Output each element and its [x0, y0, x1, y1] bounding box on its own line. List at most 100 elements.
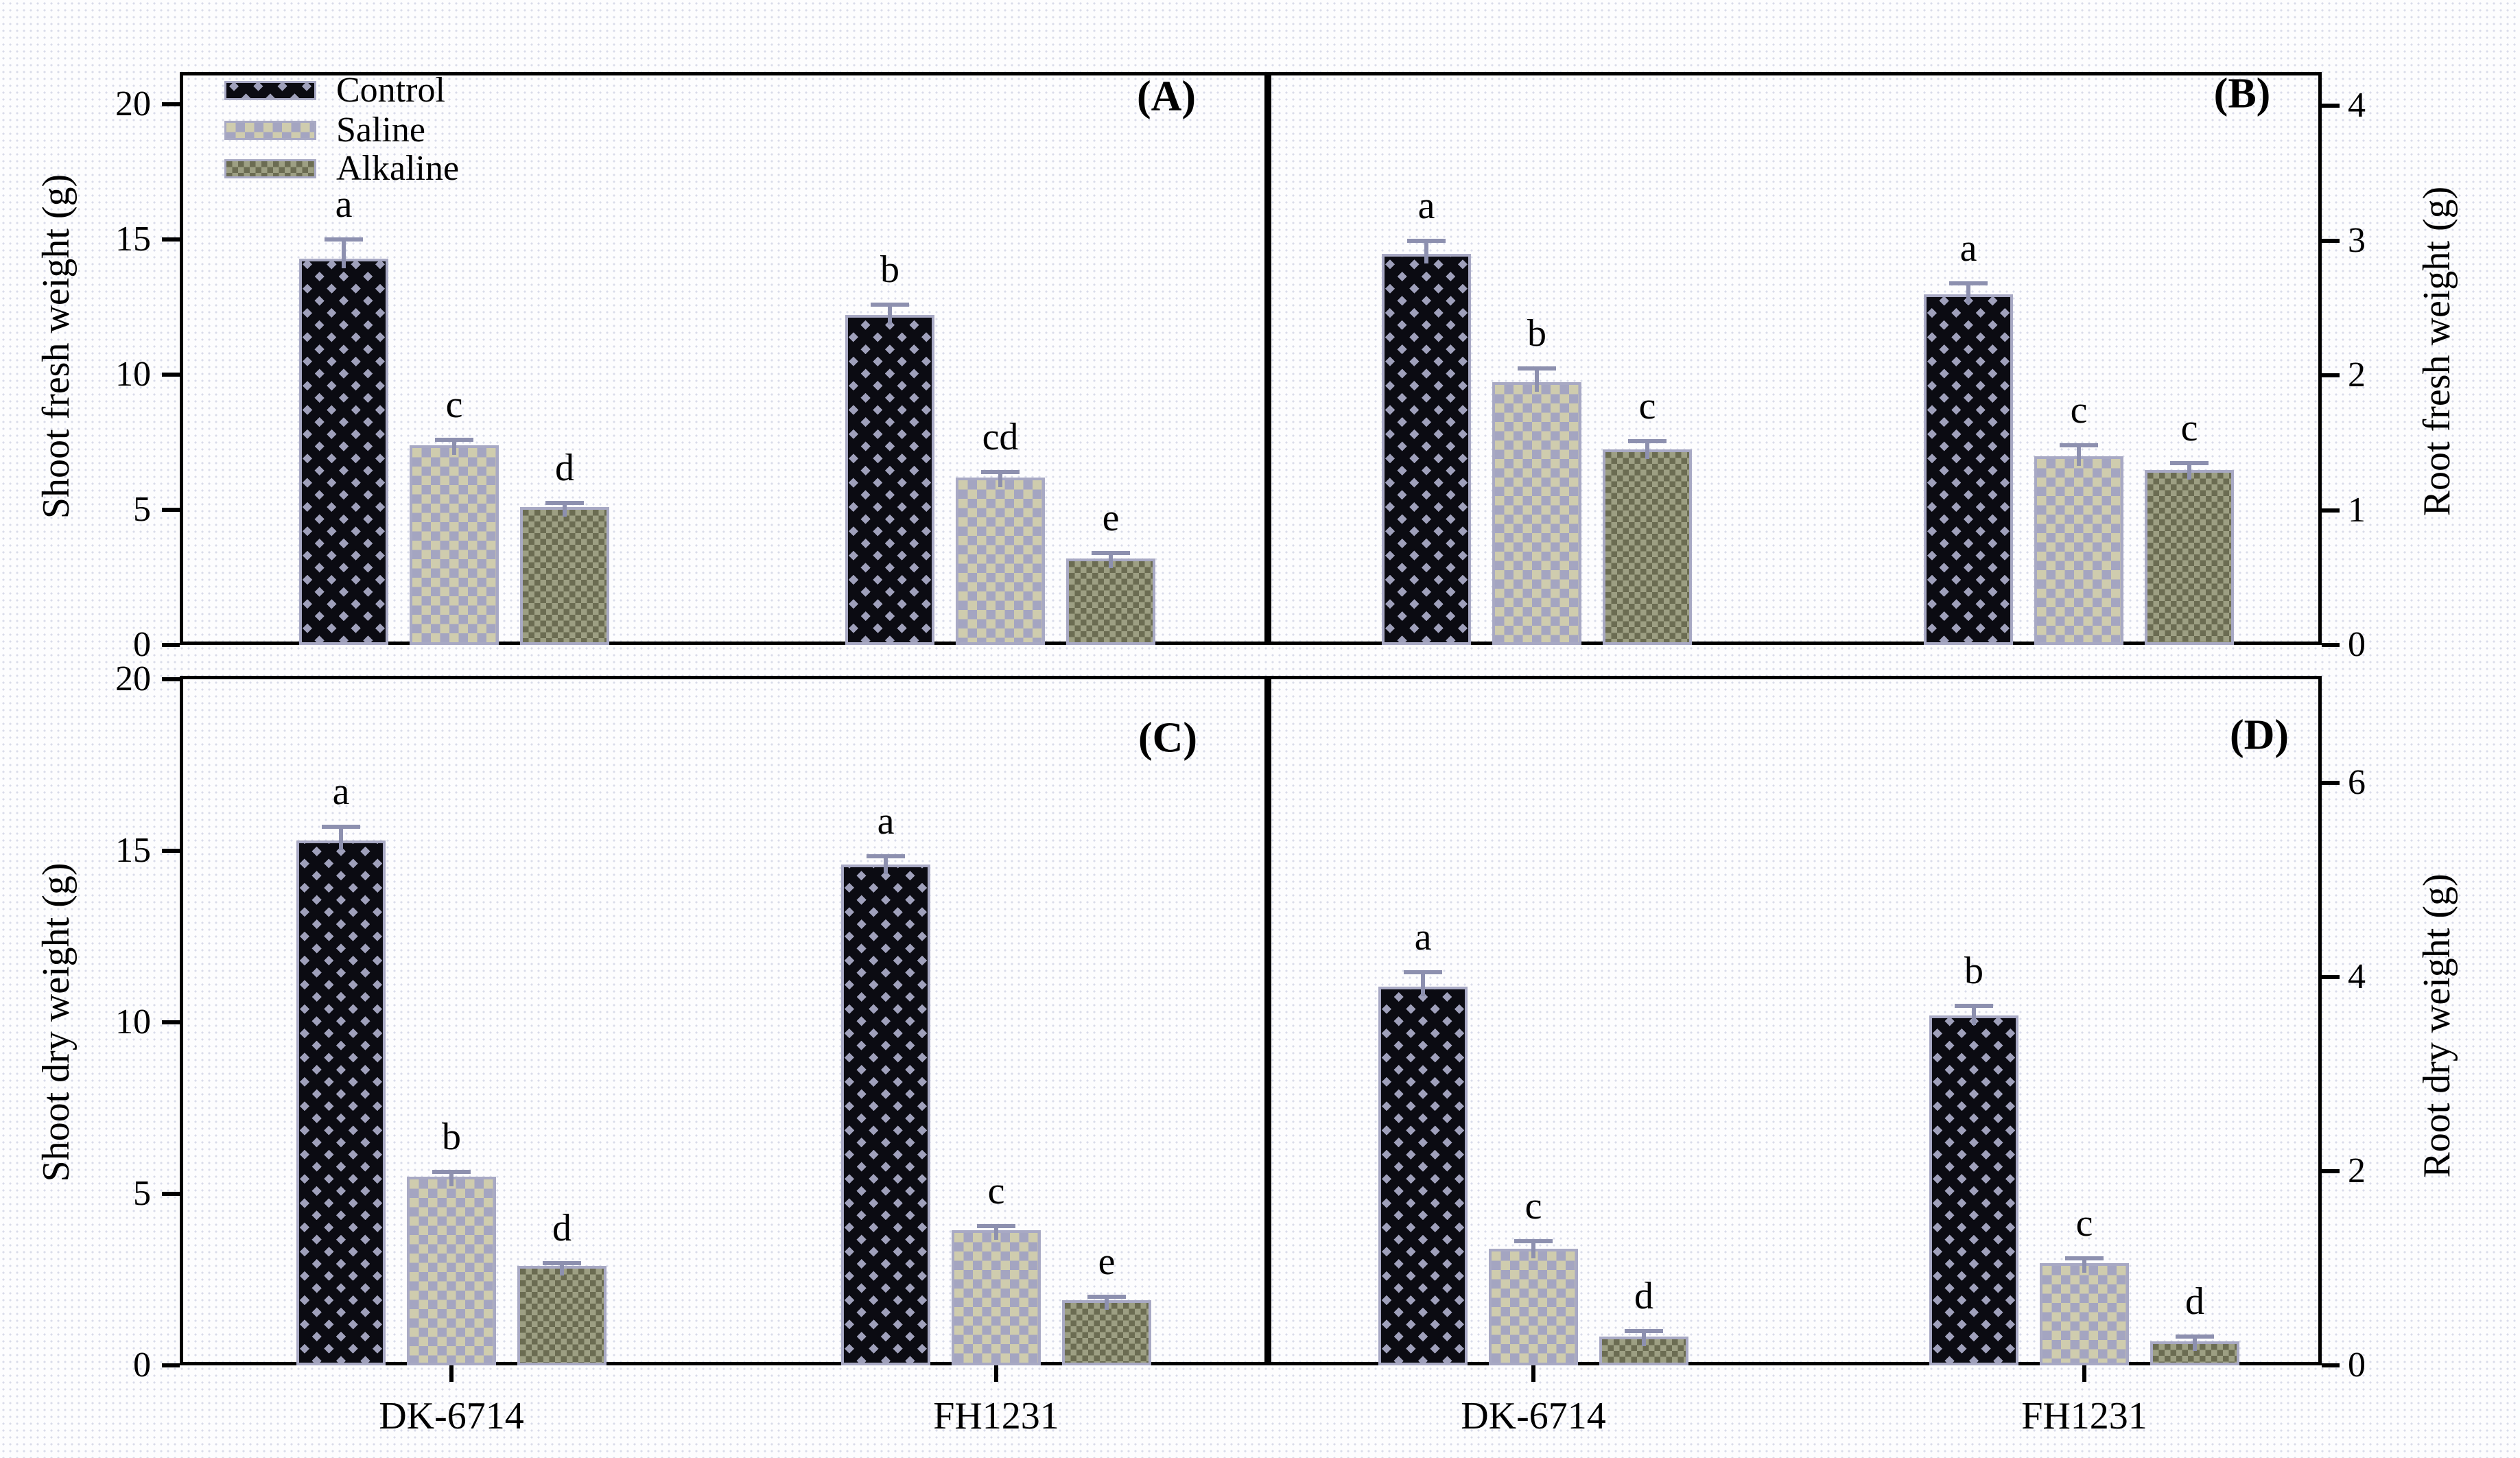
- error-bar-cap: [1407, 238, 1446, 243]
- bar-saline-DK-6714: [1489, 1249, 1578, 1365]
- y-tick-label: 15: [115, 220, 151, 259]
- bar-alkaline-DK-6714: [517, 1266, 607, 1365]
- significance-letter: e: [1098, 1241, 1116, 1283]
- bar-alkaline-DK-6714: [1603, 449, 1692, 645]
- error-bar-cap: [432, 1169, 471, 1174]
- error-bar-stem: [2193, 1336, 2197, 1351]
- significance-letter: c: [1524, 1184, 1542, 1227]
- legend-label-control: Control: [336, 71, 445, 110]
- error-bar-stem: [888, 304, 892, 325]
- bar-saline-DK-6714: [1492, 381, 1581, 645]
- panel-C-frame: [180, 676, 1268, 1365]
- error-bar-cap: [1087, 1295, 1126, 1299]
- significance-letter: c: [2075, 1202, 2093, 1245]
- bar-alkaline-FH1231: [1062, 1300, 1151, 1365]
- error-bar-stem: [342, 239, 346, 268]
- error-bar-cap: [2176, 1334, 2214, 1339]
- error-bar-stem: [2077, 445, 2081, 466]
- x-axis-label: DK-6714: [1461, 1395, 1606, 1437]
- y-tick-label: 20: [115, 659, 151, 698]
- error-bar-stem: [452, 439, 456, 455]
- error-bar-stem: [339, 827, 343, 850]
- error-bar-stem: [1642, 1331, 1646, 1346]
- y-tick-mark: [2322, 1363, 2340, 1367]
- y-tick-label: 5: [133, 1174, 151, 1213]
- y-tick-label: 0: [133, 625, 151, 664]
- bar-control-FH1231: [841, 865, 930, 1365]
- y-tick-mark: [2322, 1168, 2340, 1173]
- x-tick-mark: [449, 1365, 454, 1382]
- error-bar-stem: [1421, 972, 1425, 996]
- y-tick-label: 2: [2348, 1151, 2366, 1190]
- y-tick-mark: [2322, 238, 2340, 243]
- error-bar-cap: [543, 1261, 581, 1265]
- significance-letter: d: [1634, 1275, 1653, 1318]
- error-bar-stem: [1535, 368, 1539, 392]
- error-bar-cap: [2170, 460, 2209, 465]
- y-tick-label: 10: [115, 355, 151, 395]
- error-bar-cap: [1092, 551, 1130, 556]
- legend-swatch-saline: [224, 121, 316, 140]
- significance-letter: a: [332, 771, 350, 813]
- error-bar-stem: [2187, 462, 2191, 480]
- panel-D-frame: [1268, 676, 2322, 1365]
- error-bar-cap: [1404, 969, 1442, 974]
- y-tick-mark: [2322, 780, 2340, 785]
- significance-letter: a: [1417, 184, 1435, 227]
- y-tick-mark: [2322, 508, 2340, 513]
- y-tick-mark: [162, 237, 180, 242]
- error-bar-stem: [1531, 1241, 1535, 1259]
- significance-letter: a: [1959, 227, 1977, 270]
- bar-saline-FH1231: [2034, 456, 2123, 645]
- y-tick-label: 6: [2348, 762, 2366, 802]
- bar-saline-FH1231: [956, 477, 1045, 645]
- y-tick-mark: [2322, 104, 2340, 108]
- y-tick-mark: [162, 643, 180, 647]
- y-tick-label: 10: [115, 1002, 151, 1042]
- bar-saline-FH1231: [2040, 1263, 2129, 1365]
- y-tick-mark: [162, 1363, 180, 1367]
- significance-letter: a: [335, 183, 353, 226]
- significance-letter: b: [1527, 312, 1546, 355]
- x-axis-label: FH1231: [2021, 1395, 2147, 1437]
- error-bar-cap: [435, 437, 473, 442]
- bar-saline-FH1231: [952, 1230, 1041, 1365]
- error-bar-cap: [977, 1223, 1015, 1228]
- panel-label-B: (B): [2213, 70, 2271, 117]
- error-bar-cap: [1514, 1238, 1553, 1243]
- y-tick-label: 3: [2348, 220, 2366, 260]
- y-tick-label: 4: [2348, 956, 2366, 996]
- y-tick-mark: [162, 849, 180, 853]
- bar-saline-DK-6714: [410, 445, 499, 645]
- y-tick-label: 0: [133, 1345, 151, 1385]
- error-bar-cap: [867, 854, 905, 858]
- y-tick-label: 5: [133, 490, 151, 530]
- error-bar-stem: [998, 471, 1002, 487]
- significance-letter: d: [552, 1207, 572, 1249]
- y-axis-title-C: Shoot dry weight (g): [35, 862, 78, 1182]
- x-axis-label: DK-6714: [379, 1395, 524, 1437]
- y-tick-mark: [162, 677, 180, 681]
- legend-label-alkaline: Alkaline: [336, 149, 460, 188]
- significance-letter: c: [2070, 389, 2088, 432]
- x-tick-mark: [1531, 1365, 1535, 1382]
- y-axis-title-B: Root fresh weight (g): [2416, 186, 2458, 517]
- significance-letter: c: [1638, 385, 1656, 428]
- significance-letter: b: [1964, 950, 1983, 993]
- y-tick-mark: [2322, 974, 2340, 979]
- y-axis-title-D: Root dry weight (g): [2416, 873, 2458, 1178]
- y-tick-label: 2: [2348, 355, 2366, 395]
- error-bar-cap: [2060, 443, 2098, 448]
- significance-letter: e: [1102, 497, 1120, 540]
- error-bar-stem: [1109, 553, 1113, 568]
- x-axis-label: FH1231: [933, 1395, 1059, 1437]
- x-tick-mark: [994, 1365, 998, 1382]
- significance-letter: a: [877, 799, 895, 843]
- error-bar-cap: [1955, 1004, 1993, 1009]
- bar-control-DK-6714: [296, 840, 386, 1365]
- error-bar-stem: [560, 1263, 564, 1275]
- y-tick-mark: [162, 373, 180, 377]
- legend-swatch-control: [224, 81, 316, 100]
- error-bar-cap: [2065, 1256, 2104, 1261]
